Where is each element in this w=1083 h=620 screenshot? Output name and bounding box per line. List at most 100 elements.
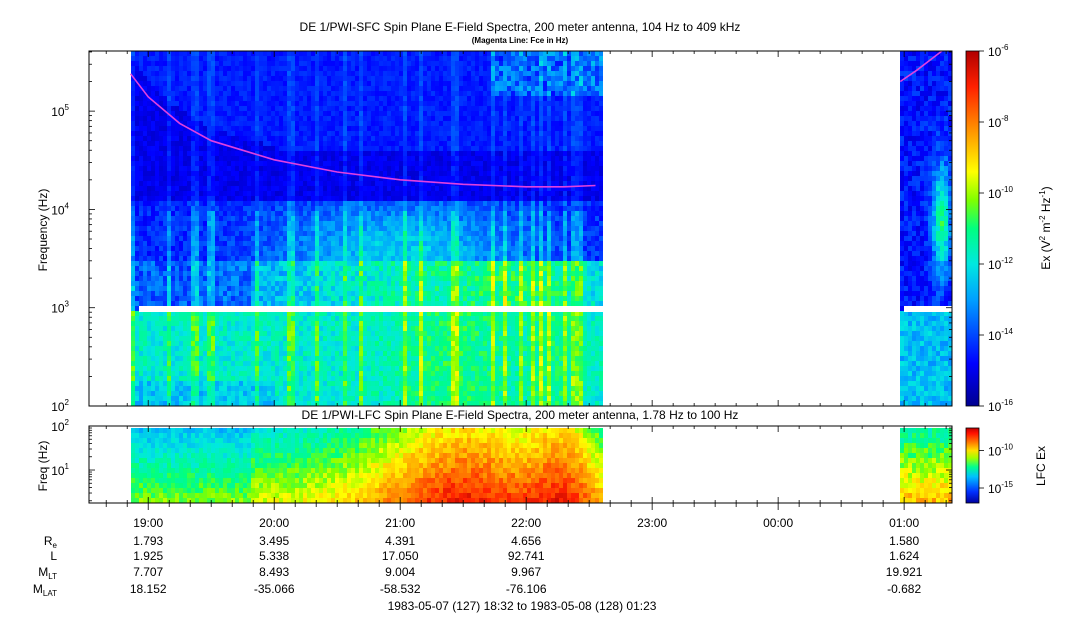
sfc-cell <box>175 286 179 291</box>
sfc-cell <box>343 286 347 291</box>
sfc-cell <box>239 386 243 391</box>
sfc-cell <box>223 111 227 116</box>
sfc-cell <box>395 116 399 121</box>
sfc-cell <box>163 201 167 206</box>
sfc-cell <box>343 351 347 356</box>
sfc-cell <box>319 151 323 156</box>
sfc-cell <box>131 206 135 211</box>
sfc-cell <box>183 141 187 146</box>
sfc-cell <box>167 341 171 346</box>
sfc-cell <box>211 86 215 91</box>
sfc-cell <box>135 396 139 401</box>
sfc-cell <box>191 191 195 196</box>
sfc-cell <box>331 201 335 206</box>
sfc-cell <box>267 381 271 386</box>
sfc-cell <box>179 361 183 366</box>
sfc-cell <box>143 161 147 166</box>
sfc-cell <box>199 211 203 216</box>
sfc-cell <box>171 371 175 376</box>
sfc-cell <box>303 211 307 216</box>
sfc-cell <box>135 326 139 331</box>
sfc-cell <box>211 296 215 301</box>
sfc-cell <box>215 211 219 216</box>
sfc-cell <box>183 266 187 271</box>
sfc-cell <box>383 261 387 266</box>
sfc-cell <box>355 366 359 371</box>
sfc-cell <box>179 146 183 151</box>
sfc-cell <box>135 191 139 196</box>
sfc-cell <box>387 216 391 221</box>
sfc-cell <box>395 346 399 351</box>
sfc-cell <box>191 346 195 351</box>
sfc-cell <box>187 91 191 96</box>
sfc-cell <box>135 316 139 321</box>
sfc-cell <box>323 196 327 201</box>
sfc-cell <box>379 291 383 296</box>
sfc-cell <box>167 386 171 391</box>
sfc-cell <box>391 286 395 291</box>
sfc-cell <box>215 206 219 211</box>
sfc-cell <box>279 311 283 316</box>
sfc-cell <box>351 211 355 216</box>
sfc-cell <box>263 51 267 56</box>
sfc-cell <box>351 396 355 401</box>
sfc-cell <box>395 266 399 271</box>
sfc-cell <box>407 186 411 191</box>
sfc-cell <box>379 111 383 116</box>
sfc-cell <box>151 161 155 166</box>
sfc-cell <box>407 191 411 196</box>
sfc-cell <box>379 86 383 91</box>
sfc-cell <box>187 346 191 351</box>
sfc-cell <box>167 76 171 81</box>
sfc-cell <box>271 301 275 306</box>
sfc-cell <box>387 286 391 291</box>
sfc-cell <box>151 356 155 361</box>
sfc-cell <box>391 171 395 176</box>
sfc-cell <box>135 301 139 306</box>
sfc-cell <box>235 116 239 121</box>
sfc-cell <box>327 266 331 271</box>
sfc-cell <box>171 151 175 156</box>
sfc-cell <box>359 236 363 241</box>
sfc-cell <box>159 226 163 231</box>
sfc-cell <box>279 86 283 91</box>
sfc-cell <box>387 126 391 131</box>
sfc-cell <box>175 81 179 86</box>
sfc-cell <box>395 126 399 131</box>
sfc-cell <box>327 156 331 161</box>
sfc-cell <box>371 66 375 71</box>
sfc-cell <box>259 221 263 226</box>
sfc-cell <box>307 86 311 91</box>
sfc-cell <box>331 146 335 151</box>
sfc-cell <box>363 216 367 221</box>
sfc-cell <box>175 381 179 386</box>
sfc-cell <box>359 81 363 86</box>
sfc-cell <box>151 151 155 156</box>
sfc-cell <box>227 266 231 271</box>
sfc-cell <box>363 86 367 91</box>
sfc-cell <box>187 86 191 91</box>
sfc-cell <box>355 66 359 71</box>
sfc-cell <box>339 216 343 221</box>
sfc-cell <box>283 56 287 61</box>
sfc-cell <box>235 151 239 156</box>
sfc-cell <box>143 311 147 316</box>
sfc-cell <box>343 111 347 116</box>
sfc-cell <box>407 216 411 221</box>
sfc-cell <box>307 61 311 66</box>
sfc-cell <box>367 176 371 181</box>
sfc-cell <box>263 211 267 216</box>
sfc-cell <box>239 241 243 246</box>
sfc-cell <box>219 216 223 221</box>
sfc-cell <box>295 256 299 261</box>
sfc-cell <box>231 286 235 291</box>
sfc-cell <box>295 156 299 161</box>
sfc-cell <box>187 301 191 306</box>
sfc-cell <box>139 71 143 76</box>
sfc-cell <box>243 266 247 271</box>
sfc-cell <box>175 241 179 246</box>
sfc-cell <box>299 86 303 91</box>
sfc-cell <box>363 381 367 386</box>
sfc-cell <box>367 121 371 126</box>
sfc-cell <box>183 256 187 261</box>
